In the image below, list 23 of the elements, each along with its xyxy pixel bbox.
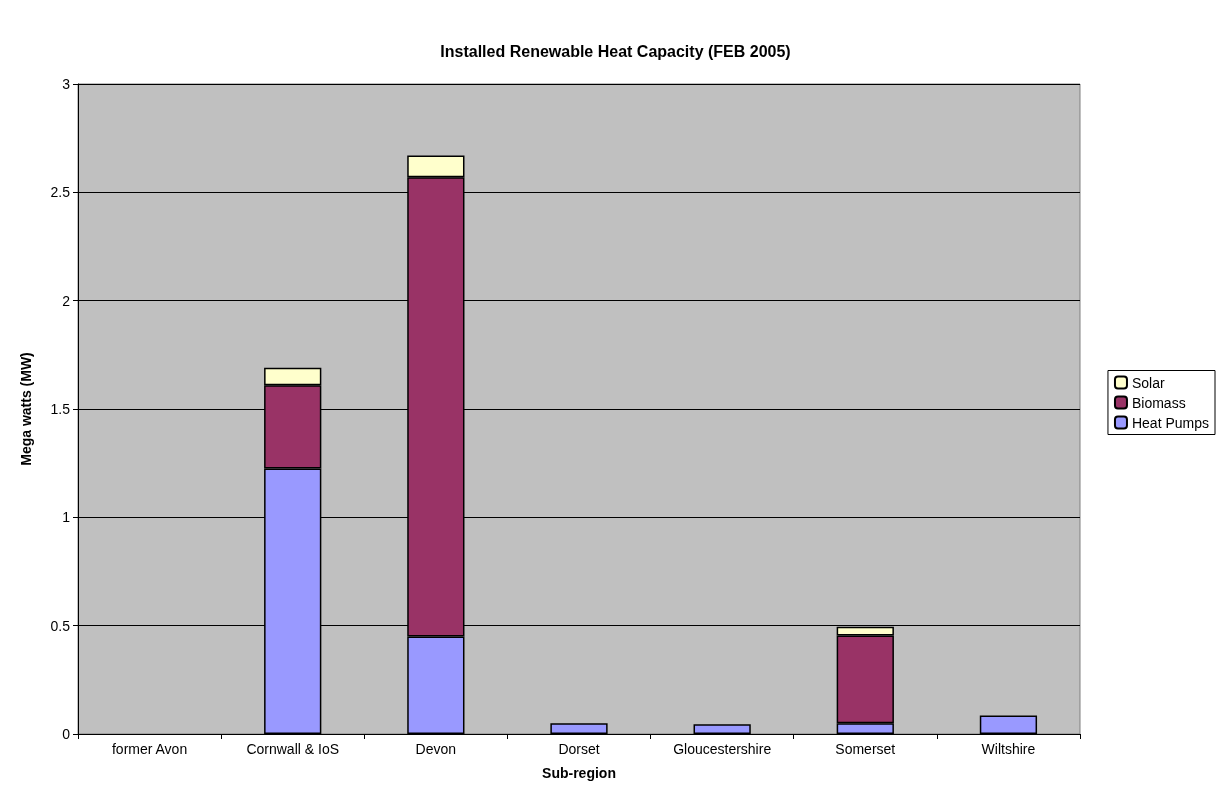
legend-label: Biomass bbox=[1131, 394, 1186, 411]
x-tick-label: Wiltshire bbox=[981, 741, 1036, 757]
chart-title: Installed Renewable Heat Capacity (FEB 2005) bbox=[440, 42, 791, 60]
y-axis-title: Mega watts (MW) bbox=[18, 352, 34, 466]
legend-label: Solar bbox=[1131, 374, 1165, 391]
y-tick-label: 1 bbox=[62, 509, 71, 526]
x-axis-title: Sub-region bbox=[542, 765, 616, 781]
legend-label: Heat Pumps bbox=[1131, 414, 1210, 431]
x-tick-label: former Avon bbox=[111, 741, 188, 757]
x-tick-label: Dorset bbox=[558, 741, 600, 757]
x-tick-label: Gloucestershire bbox=[673, 741, 772, 757]
y-tick-label: 2.5 bbox=[50, 184, 71, 201]
y-tick-label: 0.5 bbox=[50, 617, 71, 634]
x-tick-label: Somerset bbox=[835, 741, 896, 757]
y-tick-label: 3 bbox=[62, 76, 71, 92]
bar bbox=[979, 715, 1038, 734]
bar bbox=[550, 723, 608, 734]
x-tick-label: Devon bbox=[415, 741, 457, 757]
x-tick-label: Cornwall & IoS bbox=[246, 741, 340, 757]
y-tick-label: 1.5 bbox=[50, 401, 71, 417]
bar bbox=[693, 724, 751, 734]
y-tick-label: 0 bbox=[62, 726, 71, 742]
y-tick-label: 2 bbox=[62, 292, 71, 309]
